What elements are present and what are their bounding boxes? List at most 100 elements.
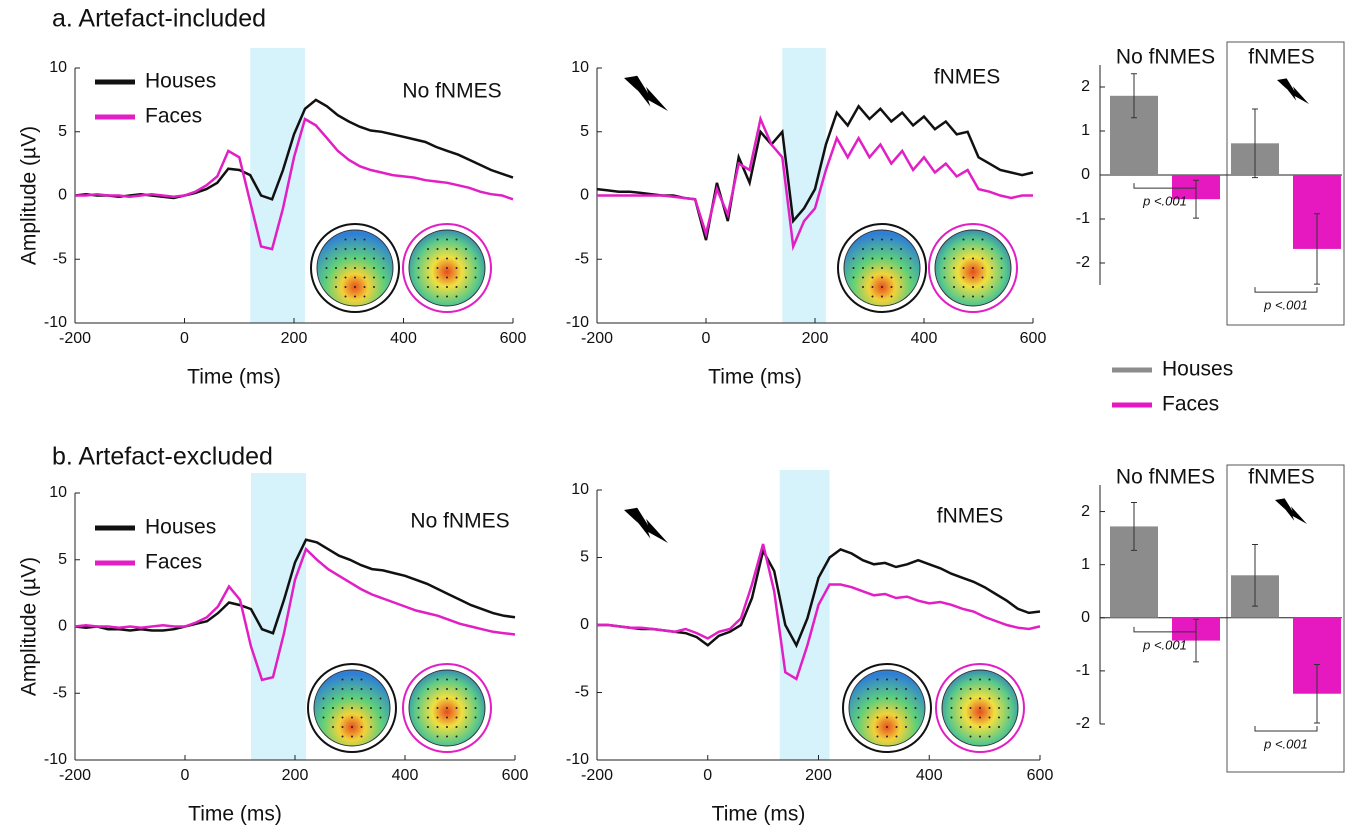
electrode [455, 295, 458, 298]
electrode [909, 276, 912, 279]
x-tick-label: 200 [281, 330, 308, 347]
electrode [335, 286, 337, 288]
electrode [417, 716, 420, 719]
electrode [905, 697, 907, 700]
electrode [427, 276, 429, 279]
legend-label: Houses [145, 516, 216, 539]
electrode [988, 688, 991, 690]
electrode [1007, 707, 1010, 709]
electrode [341, 707, 344, 709]
electrode [852, 276, 855, 279]
electrode [360, 688, 363, 690]
electrode [914, 716, 917, 719]
electrode [895, 688, 898, 690]
electrode [351, 688, 353, 690]
electrode [943, 257, 946, 260]
electrode [876, 707, 879, 709]
y-tick-label: -10 [44, 751, 67, 768]
electrode [1000, 276, 1003, 279]
electrode [436, 735, 439, 738]
electrode [981, 295, 984, 298]
electrode [890, 286, 893, 288]
electrode [354, 238, 356, 241]
electrode [341, 726, 344, 728]
electrode [446, 267, 448, 269]
electrode [857, 707, 860, 709]
electrode [373, 267, 375, 269]
electrode [972, 286, 974, 288]
y-tick-label: 0 [580, 616, 589, 633]
legend-label: Faces [145, 551, 202, 574]
y-tick-label: 1 [1081, 556, 1090, 573]
x-tick-label: -200 [581, 330, 613, 347]
electrode [862, 257, 864, 260]
electrode [886, 726, 888, 728]
y-tick-label: -10 [566, 314, 589, 331]
electrode [991, 257, 993, 260]
electrode [465, 248, 467, 250]
electrode [332, 697, 334, 700]
electrode [332, 716, 334, 719]
electrode [427, 716, 429, 719]
y-tick-label: 0 [1081, 609, 1090, 626]
electrode [373, 248, 375, 250]
electrode [373, 286, 375, 288]
electrode [465, 726, 467, 728]
electrode [905, 688, 907, 690]
group-box [1226, 464, 1345, 773]
electrode [427, 697, 429, 700]
electrode [455, 688, 458, 690]
electrode [876, 726, 879, 728]
electrode [354, 257, 356, 260]
electrode [474, 257, 477, 260]
electrode [895, 697, 898, 700]
electrode [341, 735, 344, 738]
electrode [895, 707, 898, 709]
electrode [325, 257, 328, 260]
x-axis-label: Time (ms) [188, 803, 282, 826]
electrode [382, 276, 385, 279]
electrode [890, 295, 893, 298]
electrode [969, 726, 972, 728]
section-title: b. Artefact-excluded [52, 443, 273, 471]
y-tick-label: -5 [53, 684, 67, 701]
electrode [886, 707, 888, 709]
electrode [871, 238, 874, 241]
electrode [953, 257, 955, 260]
electrode [981, 276, 984, 279]
electrode [382, 267, 385, 269]
significance-label: p <.001 [1142, 637, 1187, 652]
electrode [335, 276, 337, 279]
electrode [360, 678, 363, 681]
electrode [881, 267, 883, 269]
error-bar [1252, 108, 1258, 179]
y-tick-label: 1 [1081, 122, 1090, 139]
electrode [474, 276, 477, 279]
electrode [867, 688, 869, 690]
y-tick-label: -10 [566, 751, 589, 768]
electrode [981, 267, 984, 269]
electrode [988, 735, 991, 738]
electrode [988, 716, 991, 719]
electrode [354, 295, 356, 298]
group-title: No fNMES [1116, 466, 1215, 489]
y-tick-label: 5 [580, 549, 589, 566]
significance-bracket [1254, 287, 1318, 293]
electrode [962, 248, 965, 250]
x-tick-label: 0 [702, 330, 711, 347]
electrode [972, 238, 974, 241]
electrode [325, 276, 328, 279]
y-tick-label: -5 [575, 250, 589, 267]
erp-line [597, 114, 1033, 252]
electrode [969, 697, 972, 700]
electrode [446, 726, 448, 728]
electrode [332, 726, 334, 728]
group-box [1226, 41, 1345, 326]
electrode [1007, 716, 1010, 719]
electrode [998, 688, 1000, 690]
electrode [871, 295, 874, 298]
electrode [417, 707, 420, 709]
x-tick-label: 600 [1020, 330, 1047, 347]
chart-title: No fNMES [402, 80, 501, 103]
